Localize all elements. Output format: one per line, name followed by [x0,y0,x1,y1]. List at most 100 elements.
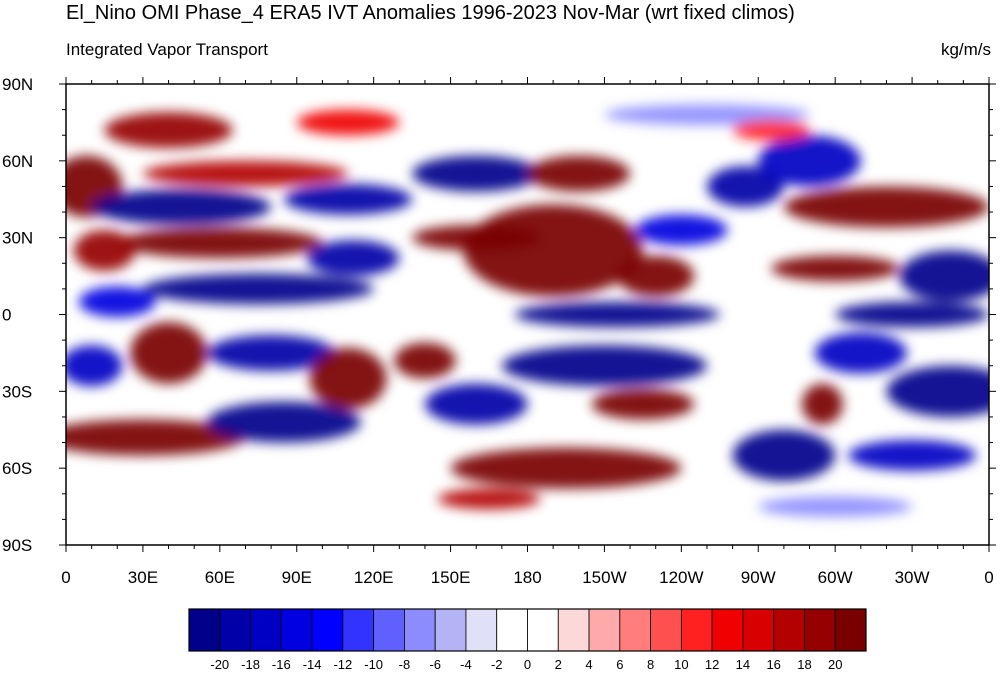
colorbar-label: 8 [647,657,654,672]
anomaly-region [450,447,682,489]
anomaly-region [307,240,400,277]
colorbar-swatch [527,608,559,652]
anomaly-region [706,165,784,207]
colorbar-swatch [280,608,313,652]
anomaly-region [91,189,272,225]
colorbar-swatch [557,608,590,652]
y-tick-label: 60S [2,459,32,478]
anomaly-region [437,488,541,510]
y-tick-label: 0 [2,306,11,325]
colorbar-swatch [311,608,344,652]
anomaly-region [207,401,361,443]
x-tick-label: 90E [282,568,312,587]
colorbar-swatch [619,608,651,652]
colorbar-swatch [342,608,375,652]
x-tick-label: 0 [61,568,70,587]
anomaly-region [635,214,728,246]
colorbar-label: -16 [272,657,291,672]
anomaly-region [296,109,400,136]
anomaly-map [65,83,990,546]
x-tick-label: 120W [659,568,703,587]
anomaly-field [66,104,989,517]
colorbar-label: -20 [210,657,229,672]
map-axes: 0 30E 60E 90E 120E 150E 180 150W 120W 90W 60W 30W 0 9… [2,75,996,587]
x-tick-label: 120E [354,568,394,587]
y-tick-label: 60N [2,152,33,171]
colorbar-label: 18 [797,657,811,672]
colorbar-frame [188,608,867,652]
colorbar-label: 2 [555,657,562,672]
colorbar-swatch [773,608,805,652]
colorbar-label: 16 [766,657,780,672]
colorbar-label: -6 [429,657,441,672]
colorbar-swatch [404,608,436,652]
colorbar-swatch [250,608,282,652]
anomaly-region [604,104,810,125]
anomaly-region [66,419,246,456]
anomaly-region [104,112,233,149]
anomaly-region [78,286,156,318]
colorbar-label: 12 [705,657,719,672]
colorbar-swatch [434,608,467,652]
variable-name: Integrated Vapor Transport [66,40,268,59]
anomaly-region [732,429,836,481]
colorbar-label: 10 [674,657,688,672]
anomaly-region [130,322,208,384]
anomaly-region [394,342,456,379]
anomaly-region [801,383,843,425]
anomaly-region [283,183,413,215]
colorbar-label: -4 [460,657,472,672]
colorbar-swatch [219,608,251,652]
colorbar-label: 4 [585,657,592,672]
anomaly-region [783,186,989,228]
colorbar-swatch [742,608,775,652]
y-tick-label: 30S [2,382,32,401]
x-tick-label: 0 [984,568,993,587]
colorbar-label: 0 [524,657,531,672]
colorbar-swatch [496,608,528,652]
colorbar-swatch [804,608,836,652]
colorbar-swatch [373,608,405,652]
colorbar-swatch [650,608,682,652]
anomaly-region [899,250,989,302]
anomaly-region [412,155,541,192]
anomaly-region [527,155,631,192]
colorbar-swatch [834,608,867,652]
colorbar-label: -10 [364,657,383,672]
anomaly-region [617,255,695,297]
anomaly-region [412,224,541,251]
colorbar-label: 6 [616,657,623,672]
anomaly-region [309,347,387,410]
colorbar-label: -12 [333,657,352,672]
anomaly-region [73,229,136,271]
x-tick-label: 30W [895,568,930,587]
plot-title: El_Nino OMI Phase_4 ERA5 IVT Anomalies 1… [66,2,795,24]
anomaly-region [591,388,695,420]
anomaly-region [424,383,528,425]
anomaly-region [886,365,989,417]
anomaly-region [758,496,913,517]
y-tick-label: 30N [2,229,33,248]
anomaly-region [142,160,349,187]
x-tick-label: 90W [741,568,776,587]
anomaly-region [814,332,907,374]
colorbar-label: 14 [736,657,750,672]
colorbar-swatch [465,608,498,652]
colorbar-label: 20 [828,657,842,672]
anomaly-region [847,439,977,471]
anomaly-region [463,204,643,297]
y-tick-label: 90S [2,536,32,555]
y-tick-label: 90N [2,75,33,94]
anomaly-region [142,273,374,305]
x-tick-label: 60E [205,568,235,587]
units-label: kg/m/s [940,40,991,59]
x-tick-label: 150W [582,568,626,587]
anomaly-region [207,334,336,371]
anomaly-region [117,227,323,259]
colorbar: -20 -18 -16 -14 -12 -10 -8 -6 -4 -2 0 2 4 6 8 10 12 14 16 1… [188,608,867,672]
colorbar-label: -18 [241,657,260,672]
colorbar-swatch [680,608,713,652]
anomaly-region [771,255,900,282]
anomaly-region [835,301,989,328]
